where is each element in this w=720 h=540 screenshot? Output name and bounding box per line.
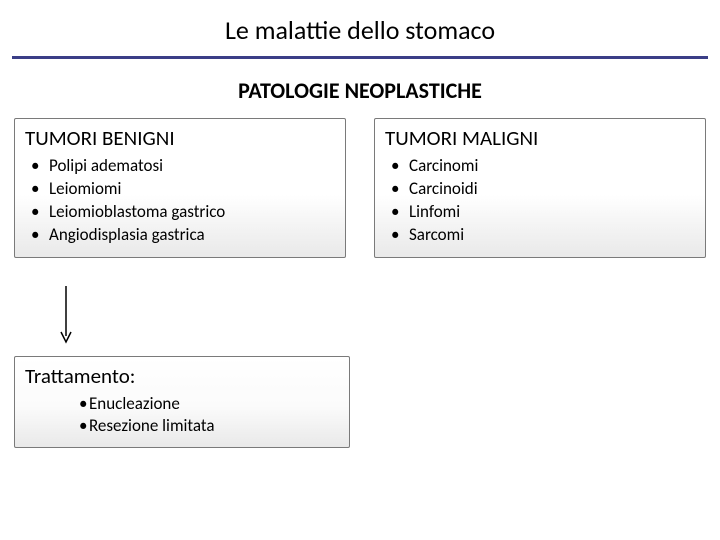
malignant-tumors-box: TUMORI MALIGNI Carcinomi Carcinoidi Linf… [374,118,706,258]
title-divider [12,56,708,59]
treatment-box: Trattamento: Enucleazione Resezione limi… [14,356,350,448]
list-item: Linfomi [391,201,695,224]
right-column: TUMORI MALIGNI Carcinomi Carcinoidi Linf… [374,118,706,356]
columns-container: TUMORI BENIGNI Polipi adematosi Leiomiom… [0,118,720,356]
list-item: Polipi adematosi [31,155,335,178]
list-item: Enucleazione [79,393,339,415]
malignant-list: Carcinomi Carcinoidi Linfomi Sarcomi [385,155,695,247]
list-item: Carcinoidi [391,178,695,201]
list-item: Resezione limitata [79,415,339,437]
list-item: Leiomiomi [31,178,335,201]
malignant-heading: TUMORI MALIGNI [385,125,695,151]
benign-heading: TUMORI BENIGNI [25,125,335,151]
treatment-heading: Trattamento: [25,363,339,389]
benign-list: Polipi adematosi Leiomiomi Leiomioblasto… [25,155,335,247]
list-item: Carcinomi [391,155,695,178]
page-title: Le malattie dello stomaco [0,0,720,56]
list-item: Sarcomi [391,224,695,247]
list-item: Leiomioblastoma gastrico [31,201,335,224]
benign-tumors-box: TUMORI BENIGNI Polipi adematosi Leiomiom… [14,118,346,258]
list-item: Angiodisplasia gastrica [31,224,335,247]
left-column: TUMORI BENIGNI Polipi adematosi Leiomiom… [14,118,346,356]
arrow-down-icon [58,284,346,346]
treatment-list: Enucleazione Resezione limitata [25,393,339,437]
page-subtitle: PATOLOGIE NEOPLASTICHE [0,77,720,104]
